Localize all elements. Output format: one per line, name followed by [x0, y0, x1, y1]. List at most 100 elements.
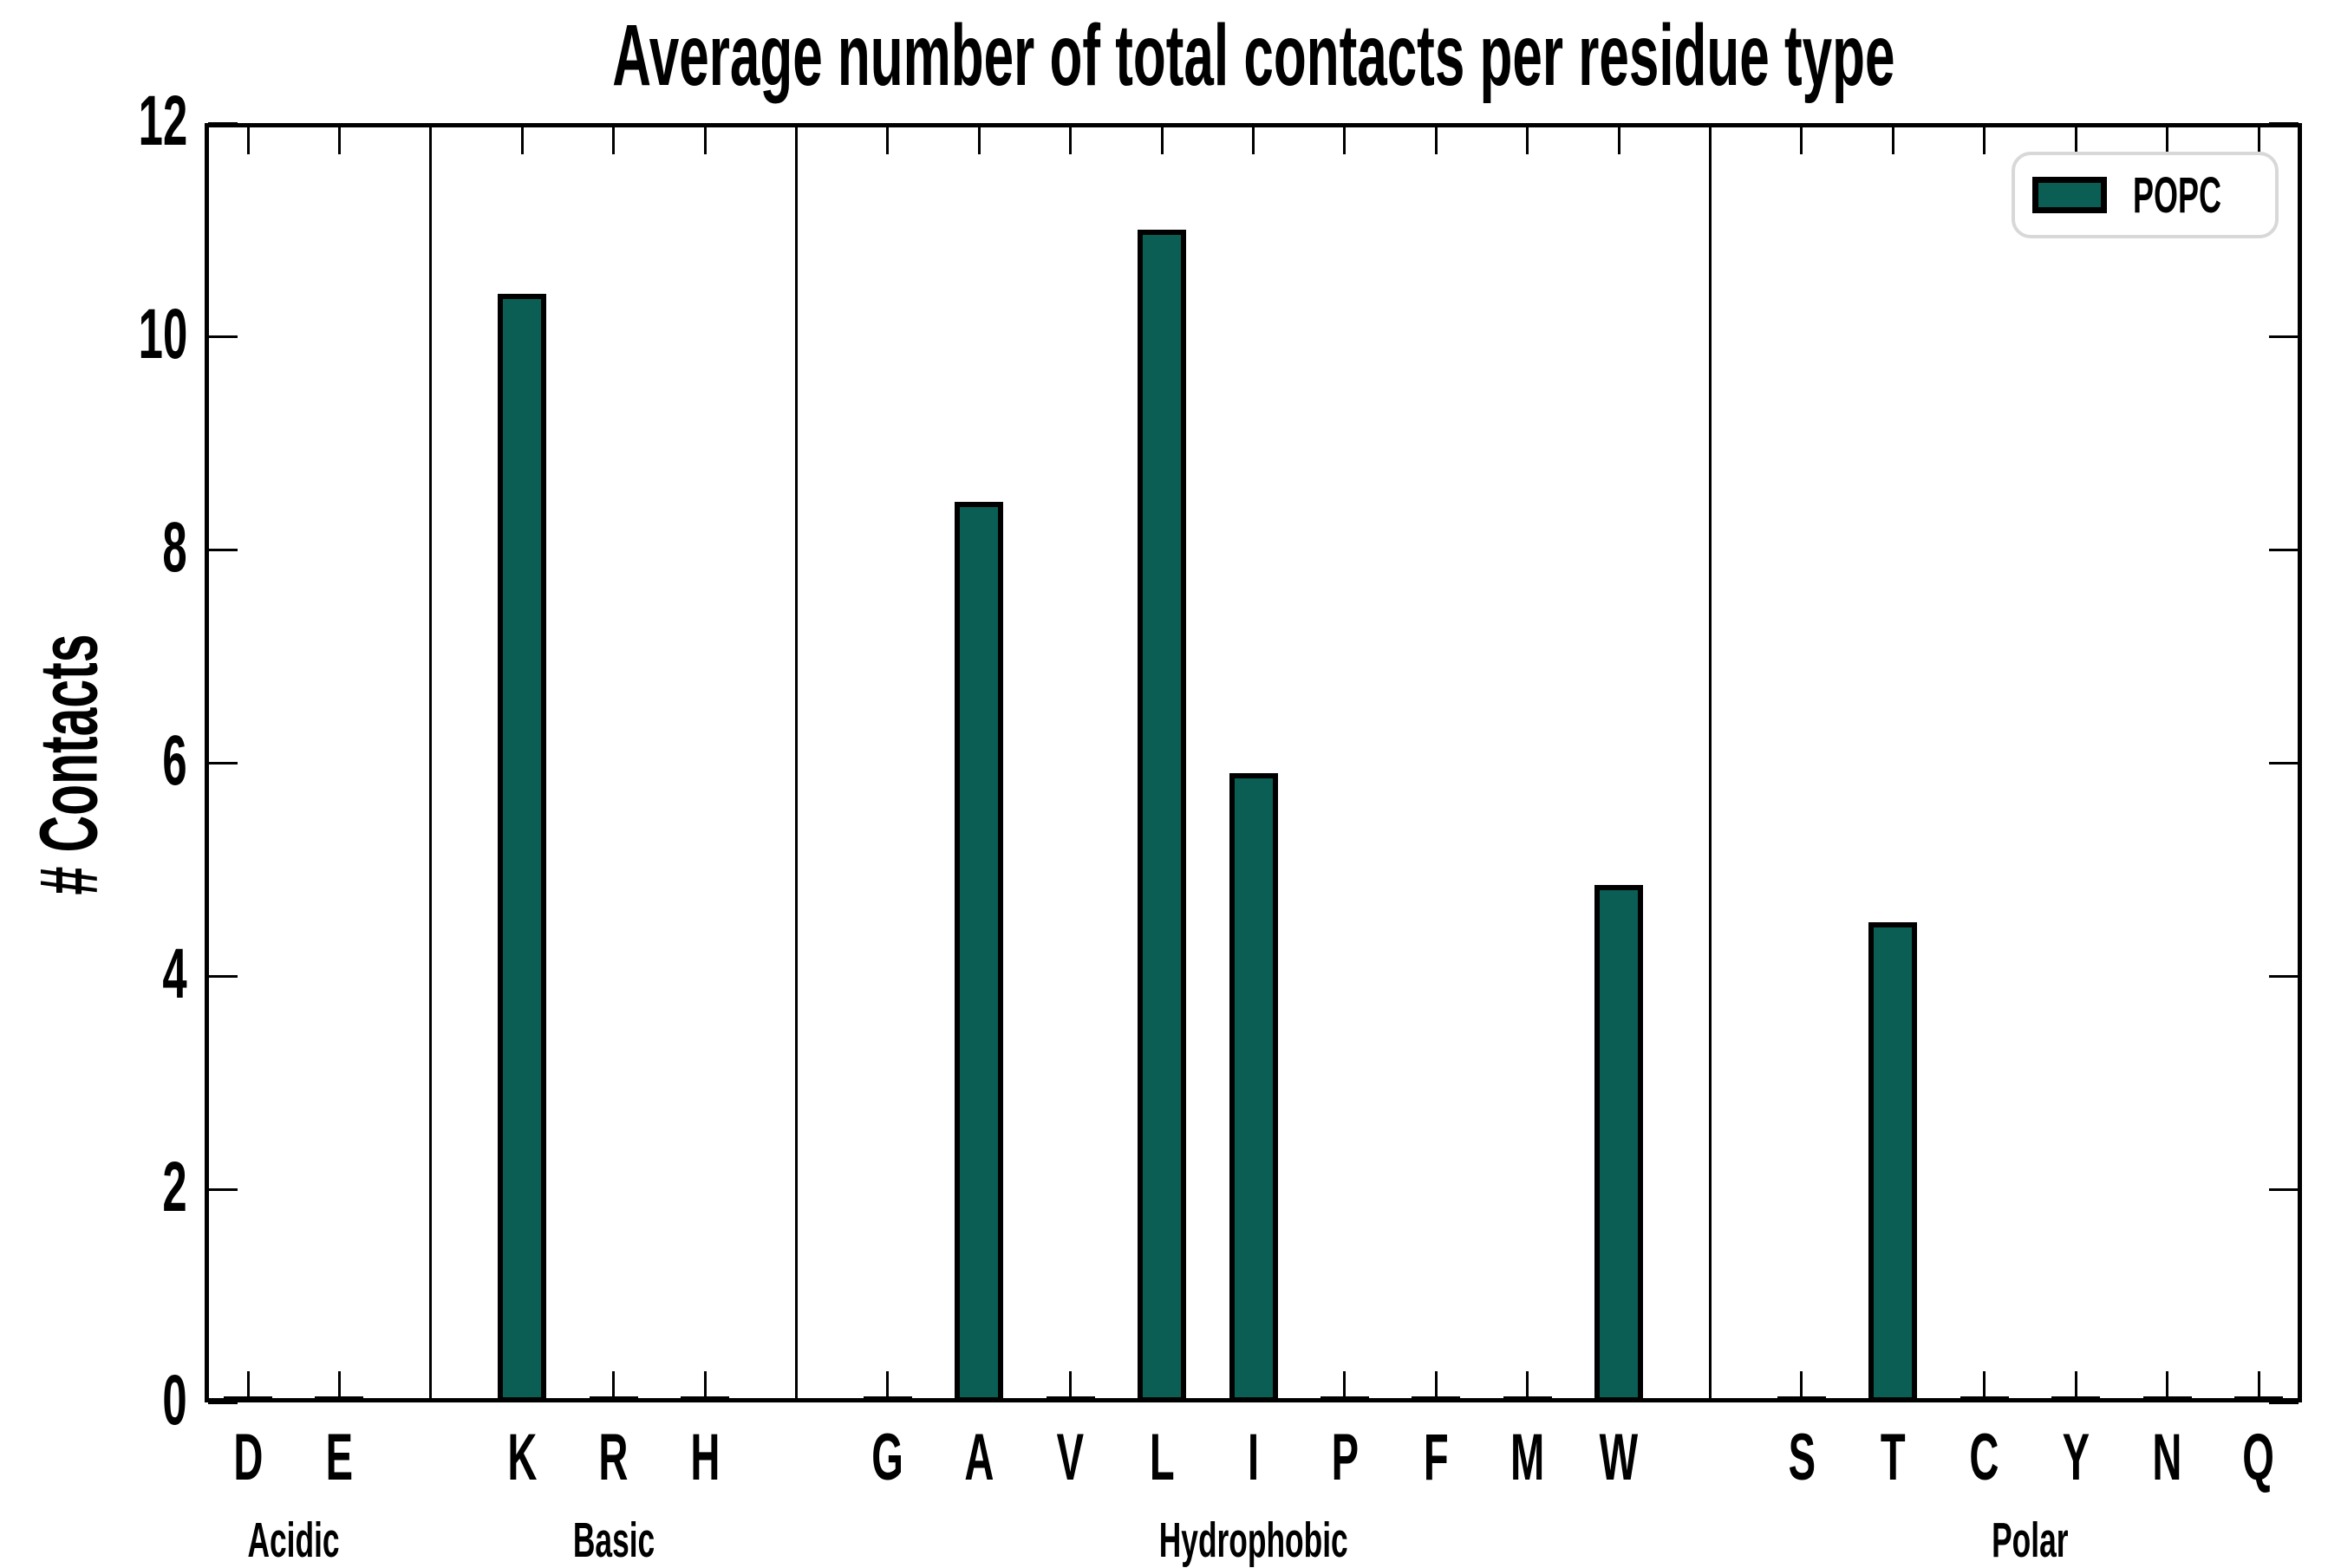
x-tick-top-I [1252, 127, 1255, 154]
plot-area [205, 121, 2302, 1404]
x-tick-bottom-R [612, 1371, 616, 1399]
label-text: R [598, 1421, 629, 1494]
label-text: S [1788, 1421, 1816, 1494]
x-tick-top-E [337, 127, 341, 154]
bar-R [589, 1396, 638, 1402]
y-tick-right-2 [2269, 1187, 2299, 1191]
y-tick-left-2 [208, 1187, 238, 1191]
group-separator [794, 123, 798, 1402]
x-tick-label-L: L [1084, 1418, 1240, 1498]
x-tick-top-M [1526, 127, 1529, 154]
bar-A [955, 502, 1004, 1402]
y-tick-label-2: 2 [0, 1149, 187, 1226]
x-tick-bottom-E [337, 1371, 341, 1399]
label-text: Q [2242, 1421, 2275, 1494]
x-tick-bottom-Q [2257, 1371, 2260, 1399]
bar-E [315, 1396, 364, 1402]
right-spine [2298, 123, 2302, 1402]
x-tick-top-Y [2074, 127, 2077, 154]
y-tick-label-6: 6 [0, 723, 187, 799]
x-tick-label-R: R [536, 1418, 692, 1498]
x-tick-label-P: P [1267, 1418, 1423, 1498]
bar-C [1960, 1396, 2009, 1402]
y-tick-label-10: 10 [0, 296, 187, 373]
x-tick-bottom-M [1526, 1371, 1529, 1399]
bar-N [2142, 1396, 2192, 1402]
bar-Y [2051, 1396, 2101, 1402]
y-tick-label-0: 0 [0, 1363, 187, 1439]
group-separator [1709, 123, 1712, 1402]
bar-I [1229, 773, 1278, 1402]
y-tick-right-4 [2269, 974, 2299, 978]
y-tick-right-10 [2269, 335, 2299, 338]
x-tick-top-C [1983, 127, 1986, 154]
label-text: N [2152, 1421, 2182, 1494]
x-tick-label-G: G [810, 1418, 966, 1498]
label-text: D [232, 1421, 264, 1494]
label-text: F [1423, 1421, 1449, 1494]
y-tick-right-0 [2269, 1401, 2299, 1404]
x-tick-label-I: I [1176, 1418, 1332, 1498]
chart-title: Average number of total contacts per res… [205, 7, 2302, 104]
legend-swatch-popc [2032, 177, 2107, 213]
x-tick-label-A: A [901, 1418, 1057, 1498]
x-tick-label-S: S [1724, 1418, 1880, 1498]
y-tick-left-12 [208, 121, 238, 125]
label-text: P [1331, 1421, 1359, 1494]
x-tick-label-E: E [261, 1418, 417, 1498]
y-tick-label-8: 8 [0, 510, 187, 586]
top-spine [205, 123, 2302, 127]
x-tick-top-V [1069, 127, 1073, 154]
bar-P [1320, 1396, 1369, 1402]
x-tick-bottom-Y [2074, 1371, 2077, 1399]
y-tick-left-10 [208, 335, 238, 338]
label-text: W [1599, 1421, 1639, 1494]
label-text: L [1149, 1421, 1175, 1494]
label-text: Acidic [247, 1513, 340, 1568]
x-tick-top-P [1343, 127, 1347, 154]
x-tick-top-T [1891, 127, 1894, 154]
y-tick-left-8 [208, 548, 238, 551]
label-text: Basic [572, 1513, 655, 1568]
y-tick-left-6 [208, 761, 238, 764]
x-tick-top-A [977, 127, 981, 154]
label-text: 6 [162, 721, 187, 800]
left-spine [205, 123, 209, 1402]
y-tick-label-12: 12 [0, 83, 187, 159]
x-tick-top-D [246, 127, 250, 154]
x-tick-top-R [612, 127, 616, 154]
group-label-basic: Basic [397, 1513, 831, 1567]
label-text: 0 [162, 1361, 187, 1440]
y-tick-label-4: 4 [0, 936, 187, 1012]
x-tick-bottom-P [1343, 1371, 1347, 1399]
group-label-acidic: Acidic [77, 1513, 511, 1567]
x-tick-label-M: M [1450, 1418, 1606, 1498]
x-tick-bottom-V [1069, 1371, 1073, 1399]
bar-H [681, 1396, 730, 1402]
x-tick-top-S [1800, 127, 1803, 154]
label-text: E [325, 1421, 354, 1494]
legend-label: POPC [2132, 166, 2221, 224]
label-text: V [1056, 1421, 1085, 1494]
x-tick-bottom-N [2166, 1371, 2169, 1399]
group-separator [429, 123, 433, 1402]
x-tick-top-H [703, 127, 707, 154]
x-tick-top-G [886, 127, 890, 154]
label-text: K [507, 1421, 538, 1494]
bar-S [1777, 1396, 1826, 1402]
x-tick-label-K: K [444, 1418, 600, 1498]
x-tick-top-W [1617, 127, 1620, 154]
x-tick-top-L [1160, 127, 1164, 154]
bar-K [498, 294, 547, 1402]
y-tick-right-6 [2269, 761, 2299, 764]
x-tick-bottom-S [1800, 1371, 1803, 1399]
x-tick-label-N: N [2090, 1418, 2246, 1498]
group-label-polar: Polar [1813, 1513, 2246, 1567]
y-tick-left-0 [208, 1401, 238, 1404]
x-tick-label-F: F [1358, 1418, 1514, 1498]
y-tick-left-4 [208, 974, 238, 978]
bar-Q [2234, 1396, 2283, 1402]
label-text: A [964, 1421, 994, 1494]
x-tick-top-K [520, 127, 524, 154]
